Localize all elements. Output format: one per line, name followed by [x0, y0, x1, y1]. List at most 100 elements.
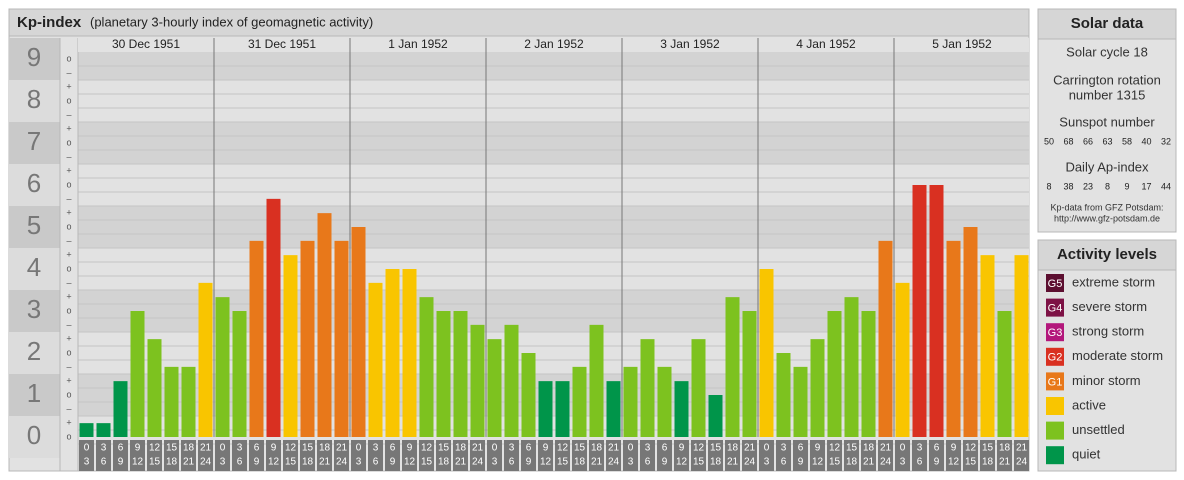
- hour-box: [963, 440, 978, 471]
- x-tick-label: 0: [764, 443, 770, 454]
- x-tick-label: 3: [220, 457, 226, 468]
- hour-box: [351, 440, 366, 471]
- x-tick-label: 0: [356, 443, 362, 454]
- x-tick-label: 3: [84, 457, 90, 468]
- sunspots-value: 40: [1141, 136, 1151, 146]
- bar: [708, 395, 723, 437]
- x-tick-label: 15: [574, 443, 586, 454]
- x-tick-label: 21: [319, 457, 331, 468]
- bar: [555, 381, 570, 437]
- legend-badge: G3: [1048, 327, 1063, 339]
- minor-tick-label: +: [66, 207, 71, 217]
- hour-box: [147, 440, 162, 471]
- hour-box: [776, 440, 791, 471]
- hour-box: [249, 440, 264, 471]
- bar: [946, 240, 961, 437]
- minor-tick-label: –: [66, 67, 71, 77]
- bar: [470, 324, 485, 437]
- bar: [521, 353, 536, 437]
- bar: [1014, 255, 1029, 437]
- x-tick-label: 6: [373, 457, 379, 468]
- x-tick-label: 21: [591, 457, 603, 468]
- hour-box: [283, 440, 298, 471]
- bar: [912, 185, 927, 437]
- hour-box: [827, 440, 842, 471]
- ap-value: 44: [1161, 181, 1171, 191]
- y-band: [9, 122, 60, 164]
- y-tick-label: 5: [27, 210, 41, 240]
- hour-box: [198, 440, 213, 471]
- bar: [861, 311, 876, 437]
- minor-tick-label: +: [66, 333, 71, 343]
- x-tick-label: 18: [574, 457, 586, 468]
- hour-box: [623, 440, 638, 471]
- hour-box: [487, 440, 502, 471]
- x-tick-label: 9: [118, 457, 124, 468]
- x-tick-label: 3: [492, 457, 498, 468]
- x-tick-label: 3: [237, 443, 243, 454]
- x-tick-label: 3: [917, 443, 923, 454]
- hour-box: [606, 440, 621, 471]
- y-band: [9, 164, 60, 206]
- bar: [368, 282, 383, 437]
- x-tick-label: 12: [132, 457, 144, 468]
- x-tick-label: 9: [951, 443, 957, 454]
- minor-tick-label: –: [66, 361, 71, 371]
- legend-badge: G5: [1048, 278, 1063, 290]
- bar: [215, 297, 230, 437]
- x-tick-label: 0: [900, 443, 906, 454]
- source: Kp-data from GFZ Potsdam:: [1050, 202, 1163, 212]
- x-tick-label: 15: [829, 457, 841, 468]
- x-tick-label: 15: [421, 457, 433, 468]
- hour-box: [895, 440, 910, 471]
- x-tick-label: 18: [846, 457, 858, 468]
- x-tick-label: 9: [798, 457, 804, 468]
- legend-label: strong storm: [1072, 324, 1144, 339]
- x-tick-label: 3: [101, 443, 107, 454]
- hour-box: [419, 440, 434, 471]
- hour-box: [453, 440, 468, 471]
- minor-tick-label: +: [66, 417, 71, 427]
- hour-box: [555, 440, 570, 471]
- x-tick-label: 21: [472, 443, 484, 454]
- bar: [793, 366, 808, 437]
- x-tick-label: 18: [438, 457, 450, 468]
- legend-swatch: [1046, 372, 1064, 391]
- x-tick-label: 12: [676, 457, 688, 468]
- hour-box: [980, 440, 995, 471]
- x-tick-label: 18: [183, 443, 195, 454]
- x-tick-label: 9: [662, 457, 668, 468]
- x-tick-label: 6: [390, 443, 396, 454]
- y-tick-label: 8: [27, 84, 41, 114]
- y-tick-label: 9: [27, 42, 41, 72]
- hour-box: [912, 440, 927, 471]
- y-tick-label: 0: [27, 420, 41, 450]
- hour-box: [164, 440, 179, 471]
- band: [78, 206, 1029, 248]
- band: [78, 164, 1029, 206]
- x-tick-label: 9: [407, 443, 413, 454]
- bar: [453, 311, 468, 437]
- x-tick-label: 6: [645, 457, 651, 468]
- bar: [725, 297, 740, 437]
- hour-box: [810, 440, 825, 471]
- x-tick-label: 12: [285, 443, 297, 454]
- x-tick-label: 24: [200, 457, 212, 468]
- x-tick-label: 6: [254, 443, 260, 454]
- bar: [589, 324, 604, 437]
- bar: [198, 282, 213, 437]
- x-tick-label: 21: [200, 443, 212, 454]
- x-tick-label: 9: [271, 443, 277, 454]
- bar: [997, 311, 1012, 437]
- x-tick-label: 3: [645, 443, 651, 454]
- bar: [79, 423, 94, 437]
- minor-tick-label: –: [66, 403, 71, 413]
- legend-swatch: [1046, 421, 1064, 440]
- bar: [147, 339, 162, 437]
- x-tick-label: 21: [999, 457, 1011, 468]
- ap-value: 38: [1063, 181, 1073, 191]
- sunspots-value: 66: [1083, 136, 1093, 146]
- bar: [606, 381, 621, 437]
- hour-box: [946, 440, 961, 471]
- x-tick-label: 9: [390, 457, 396, 468]
